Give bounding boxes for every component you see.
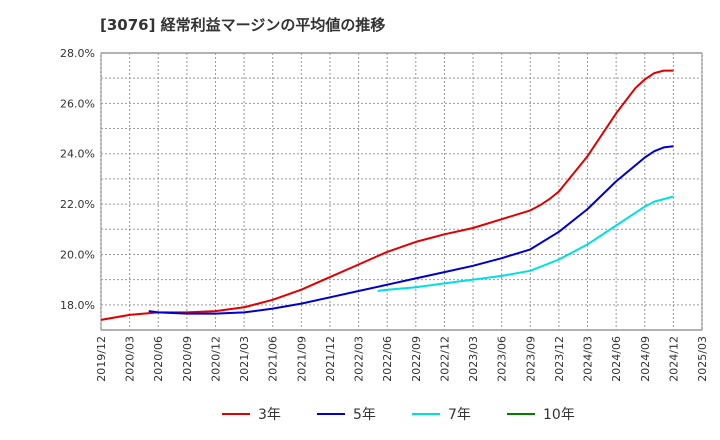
x-tick-label: 2022/09: [410, 336, 423, 382]
x-tick-label: 2024/09: [639, 336, 652, 382]
x-tick-label: 2020/06: [152, 336, 165, 382]
x-tick-label: 2023/12: [553, 336, 566, 382]
series-line-5年: [148, 145, 674, 315]
y-tick-label: 18.0%: [60, 299, 95, 312]
x-tick-label: 2023/03: [467, 336, 480, 382]
x-tick-label: 2023/09: [524, 336, 537, 382]
x-tick-label: 2021/12: [324, 336, 337, 382]
y-axis: 28.0% 26.0% 24.0% 22.0% 20.0% 18.0%: [60, 47, 95, 312]
series-line-7年: [377, 195, 674, 292]
x-tick-label: 2024/06: [610, 336, 623, 382]
x-tick-label: 2022/12: [438, 336, 451, 382]
grid-lines: [100, 53, 703, 330]
y-tick-label: 28.0%: [60, 47, 95, 60]
x-tick-label: 2022/03: [353, 336, 366, 382]
plot-area: [100, 52, 703, 331]
x-tick-label: 2021/06: [267, 336, 280, 382]
legend-label: 5年: [353, 407, 376, 423]
series-line-3年: [100, 69, 674, 321]
x-axis: 2019/12 2020/03 2020/06 2020/09 2020/12 2021/…: [95, 336, 709, 382]
x-tick-label: 2025/03: [696, 336, 709, 382]
series-lines: [100, 69, 674, 321]
legend-label: 7年: [448, 407, 471, 423]
x-tick-label: 2024/03: [582, 336, 595, 382]
chart-title: [3076] 経常利益マージンの平均値の推移: [100, 16, 386, 34]
y-tick-label: 22.0%: [60, 198, 95, 211]
y-tick-label: 24.0%: [60, 148, 95, 161]
legend-label: 10年: [543, 407, 575, 423]
x-tick-label: 2021/09: [295, 336, 308, 382]
x-tick-label: 2020/09: [181, 336, 194, 382]
y-tick-label: 26.0%: [60, 97, 95, 110]
y-tick-label: 20.0%: [60, 248, 95, 261]
x-tick-label: 2020/12: [209, 336, 222, 382]
x-tick-label: 2022/06: [381, 336, 394, 382]
x-tick-label: 2020/03: [124, 336, 137, 382]
x-tick-label: 2023/06: [496, 336, 509, 382]
x-tick-label: 2024/12: [667, 336, 680, 382]
legend-label: 3年: [258, 407, 281, 423]
x-tick-label: 2019/12: [95, 336, 108, 382]
x-tick-label: 2021/03: [238, 336, 251, 382]
legend: 3年 5年 7年 10年: [222, 407, 575, 423]
